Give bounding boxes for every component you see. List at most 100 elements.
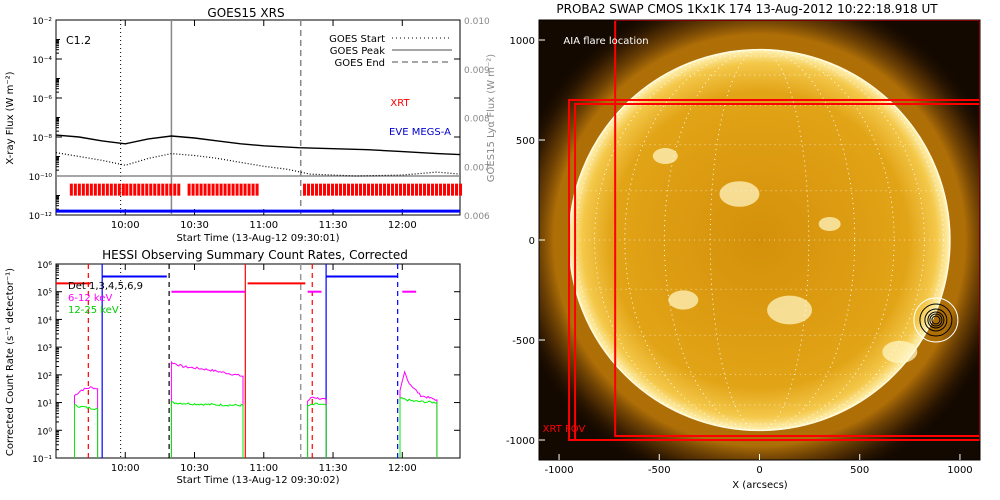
hessi-legend-high: 12-25 keV	[68, 305, 119, 316]
swap-active-region	[882, 340, 918, 364]
goes-xrt-coverage-bar	[391, 183, 395, 196]
goes-xrt-coverage-bar	[247, 183, 251, 196]
swap-ytick-label: 0	[529, 236, 535, 247]
hessi-ytick-label: 10¹	[37, 400, 52, 410]
swap-flare-contour	[931, 315, 941, 325]
goes-xrt-coverage-bar	[311, 183, 315, 196]
goes-xrt-coverage-bar	[243, 183, 247, 196]
goes-plot-area	[55, 19, 461, 216]
goes-xrt-coverage-bar	[303, 183, 307, 196]
goes-xrt-coverage-bar	[427, 183, 431, 196]
swap-active-region	[719, 181, 760, 207]
swap-title: PROBA2 SWAP CMOS 1Kx1K 174 13-Aug-2012 1…	[556, 2, 938, 16]
goes-xrt-coverage-bar	[339, 183, 343, 196]
goes-ytick-right-label: 0.010	[464, 17, 490, 27]
goes-xrt-coverage-bar	[77, 183, 81, 196]
swap-xrt-fov-box	[574, 103, 980, 441]
goes-title: GOES15 XRS	[207, 6, 284, 20]
hessi-series-12-25-kev	[74, 404, 99, 458]
goes-xrt-coverage-bar	[169, 183, 173, 196]
goes-xrt-coverage-bar	[451, 183, 455, 196]
goes-xrt-coverage-bar	[415, 183, 419, 196]
hessi-ytick-label: 10⁶	[37, 261, 52, 271]
goes-xrt-coverage-bar	[355, 183, 359, 196]
goes-series-long	[55, 134, 461, 156]
goes-xrt-coverage-bar	[129, 183, 133, 196]
swap-xtick-label: 1000	[947, 465, 972, 476]
swap-xtick-label: 0	[756, 465, 762, 476]
swap-axes: -1000 -500 0 500 1000 -1000 -500 0 500 1000	[506, 36, 973, 476]
goes-ytick-label: 10⁻⁴	[32, 56, 52, 66]
goes-ytick-label: 10⁻⁶	[32, 95, 52, 105]
swap-active-region	[652, 148, 678, 164]
goes-xrt-coverage-bar	[443, 183, 447, 196]
goes-ytick-label: 10⁻²	[32, 17, 52, 27]
goes-xrt-coverage-bar	[177, 183, 181, 196]
goes-ylabel-right: GOES15 Lyα Flux (W m⁻²)	[486, 54, 497, 182]
goes-xrt-coverage-bar	[125, 183, 129, 196]
hessi-title: HESSI Observing Summary Count Rates, Cor…	[102, 248, 408, 262]
goes-xrt-coverage-bar	[315, 183, 319, 196]
swap-active-region	[818, 216, 841, 232]
goes-xrt-coverage-bar	[85, 183, 89, 196]
swap-ytick-label: -1000	[506, 436, 535, 447]
goes-xlabel: Start Time (13-Aug-12 09:30:01)	[176, 233, 339, 244]
swap-xrt-fov-label: XRT FOV	[543, 424, 586, 435]
goes-xrt-coverage-bar	[431, 183, 435, 196]
goes-ytick-right-label: 0.009	[464, 66, 490, 76]
swap-flare-contour	[927, 311, 945, 329]
goes-xrt-coverage-bar	[207, 183, 211, 196]
goes-xrt-coverage-bar	[121, 183, 125, 196]
hessi-legend-low: 6-12 keV	[68, 293, 112, 304]
goes-xrt-coverage-bar	[327, 183, 331, 196]
goes-xrt-coverage-bar	[141, 183, 145, 196]
goes-xrt-coverage-bar	[319, 183, 323, 196]
goes-xrt-coverage-bar	[399, 183, 403, 196]
hessi-xtick-label: 11:30	[319, 463, 348, 474]
goes-xrt-coverage-bar	[387, 183, 391, 196]
goes-xrt-coverage-bar	[89, 183, 93, 196]
goes-xrt-coverage-bar	[331, 183, 335, 196]
swap-longitude-line	[594, 49, 925, 431]
goes-xrt-coverage-bar	[351, 183, 355, 196]
hessi-ytick-label: 10⁵	[37, 289, 52, 299]
goes-xrt-coverage-bar	[165, 183, 169, 196]
goes-xrt-coverage-bar	[93, 183, 97, 196]
goes-xrt-coverage-bar	[335, 183, 339, 196]
goes-ytick-right-label: 0.007	[464, 163, 490, 173]
goes-xrt-coverage-bar	[423, 183, 427, 196]
goes-xtick-label: 11:00	[249, 220, 278, 231]
hessi-legend: Det 1,3,4,5,6,9 6-12 keV 12-25 keV	[68, 281, 143, 316]
goes-xrt-coverage-bar	[173, 183, 177, 196]
goes-xrt-coverage-bar	[223, 183, 227, 196]
hessi-series-6-12-kev	[307, 396, 327, 458]
goes-xrt-coverage-bar	[411, 183, 415, 196]
goes-xrt-coverage-bar	[347, 183, 351, 196]
goes-xrt-coverage-bar	[109, 183, 113, 196]
goes-xrt-coverage-bar	[231, 183, 235, 196]
hessi-ytick-label: 10⁴	[37, 316, 52, 326]
goes-xrt-coverage-bar	[459, 183, 463, 196]
goes-xrt-coverage-bar	[455, 183, 459, 196]
goes-xrt-coverage-bar	[379, 183, 383, 196]
swap-xtick-label: -1000	[545, 465, 574, 476]
goes-legend-peak: GOES Peak	[330, 46, 385, 57]
swap-xrt-fov-box	[614, 20, 980, 437]
goes-legend: GOES Start GOES Peak GOES End	[329, 34, 452, 69]
hessi-xtick-label: 10:00	[111, 463, 140, 474]
hessi-series-12-25-kev	[307, 402, 327, 458]
hessi-xtick-label: 12:00	[388, 463, 417, 474]
goes-xrt-coverage-bar	[235, 183, 239, 196]
goes-xrt-coverage-bar	[323, 183, 327, 196]
swap-flare-contour	[929, 313, 943, 327]
hessi-panel: HESSI Observing Summary Count Rates, Cor…	[5, 248, 461, 486]
goes-xrt-coverage-bar	[191, 183, 195, 196]
hessi-ytick-label: 10⁻¹	[32, 455, 52, 465]
goes-series-short	[55, 152, 461, 177]
goes-xrt-coverage-bar	[153, 183, 157, 196]
swap-xlabel: X (arcsecs)	[732, 480, 788, 491]
goes-xtick-label: 12:00	[388, 220, 417, 231]
goes-ylabel: X-ray Flux (W m⁻²)	[5, 71, 16, 164]
goes-ytick-right-label: 0.006	[464, 212, 490, 222]
